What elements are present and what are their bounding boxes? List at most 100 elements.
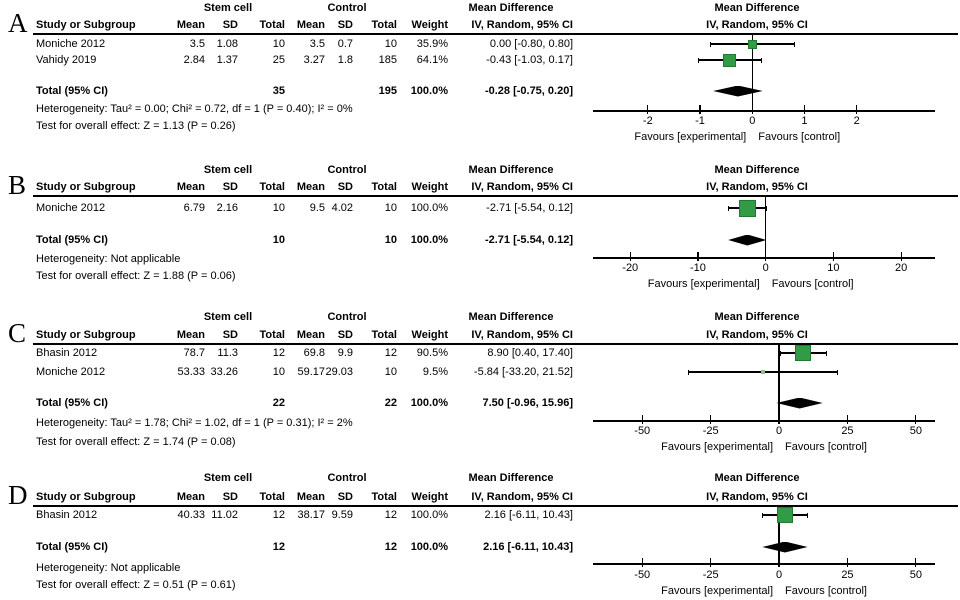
exp-mean-cell: 78.7 (183, 347, 205, 359)
exp-sd-cell: 2.16 (216, 202, 238, 214)
ci-cap-left (697, 57, 699, 63)
axis-tick (751, 105, 753, 114)
exp-total-cell: 12 (272, 347, 285, 359)
exp-mean-cell: 3.5 (189, 38, 205, 50)
axis-tick (765, 252, 767, 261)
favours-right-label: Favours [control] (785, 585, 867, 597)
column-header-total: Total (371, 329, 397, 341)
exp-sd-cell: 11.02 (211, 509, 238, 521)
study-name: Moniche 2012 (36, 366, 106, 378)
total-ctrl-total: 12 (384, 541, 397, 553)
plot-subheader: IV, Random, 95% CI (706, 491, 808, 503)
axis-tick (846, 558, 849, 567)
total-exp-total: 22 (272, 397, 285, 409)
ctrl-sd-cell: 4.02 (331, 202, 353, 214)
md-ci-cell: -0.43 [-1.03, 0.17] (486, 54, 573, 66)
axis-tick-label: -1 (695, 115, 705, 127)
ci-cap-right (837, 369, 839, 375)
group-header-experimental: Stem cell (203, 2, 253, 14)
effect-square-marker (795, 345, 812, 361)
study-name: Bhasin 2012 (36, 509, 98, 521)
axis-tick-label: 0 (775, 569, 783, 581)
header-rule (33, 195, 958, 197)
axis-tick (915, 558, 917, 567)
plot-header: Mean Difference (714, 164, 800, 176)
ctrl-sd-cell: 9.59 (331, 509, 353, 521)
heterogeneity-text: Heterogeneity: Not applicable (36, 253, 181, 265)
effect-square-marker (747, 39, 757, 49)
effect-square-marker (723, 53, 737, 67)
favours-right-label: Favours [control] (771, 278, 854, 290)
plot-subheader: IV, Random, 95% CI (706, 329, 808, 341)
heterogeneity-text: Heterogeneity: Tau² = 1.78; Chi² = 1.02,… (36, 417, 353, 429)
favours-right-label: Favours [control] (785, 441, 867, 453)
effect-square-marker (738, 199, 756, 217)
summary-diamond (728, 234, 767, 246)
ctrl-mean-cell: 69.8 (303, 347, 325, 359)
heterogeneity-text: Heterogeneity: Tau² = 0.00; Chi² = 0.72,… (36, 103, 353, 115)
ctrl-sd-cell: 1.8 (337, 54, 353, 66)
axis-tick (697, 252, 699, 261)
plot-subheader: IV, Random, 95% CI (706, 19, 808, 31)
axis-tick-label: 50 (909, 569, 922, 581)
axis-tick (647, 105, 649, 114)
total-row-label: Total (95% CI) (36, 85, 108, 97)
plot-header: Mean Difference (714, 311, 800, 323)
exp-mean-cell: 2.84 (183, 54, 205, 66)
column-header-total: Total (259, 329, 285, 341)
axis-tick-label: 1 (801, 115, 808, 127)
ctrl-total-cell: 10 (384, 38, 397, 50)
group-header-experimental: Stem cell (203, 472, 253, 484)
plot-header: Mean Difference (714, 2, 800, 14)
weight-cell: 9.5% (422, 366, 448, 378)
column-header-md-ci: IV, Random, 95% CI (471, 181, 573, 193)
total-weight: 100.0% (410, 85, 448, 97)
column-header-weight: Weight (411, 329, 448, 341)
column-header-mean: Mean (296, 19, 325, 31)
effect-square-marker (776, 507, 793, 523)
ci-cap-left (687, 369, 689, 375)
column-header-mean: Mean (176, 181, 205, 193)
plot-axis (593, 110, 935, 112)
axis-tick (710, 558, 712, 567)
ctrl-mean-cell: 59.17 (297, 366, 325, 378)
plot-header: Mean Difference (714, 472, 800, 484)
axis-tick (699, 105, 701, 114)
md-ci-cell: 8.90 [0.40, 17.40] (487, 347, 573, 359)
ctrl-total-cell: 10 (384, 366, 397, 378)
column-header-md-ci: IV, Random, 95% CI (471, 329, 573, 341)
total-md-ci: -2.71 [-5.54, 0.12] (484, 234, 573, 246)
overall-effect-text: Test for overall effect: Z = 1.88 (P = 0… (36, 270, 236, 282)
column-header-study: Study or Subgroup (36, 329, 136, 341)
panel-letter: D (8, 480, 28, 510)
axis-tick (641, 558, 643, 567)
group-header-control: Control (327, 472, 367, 484)
total-weight: 100.0% (410, 234, 448, 246)
md-column-header: Mean Difference (468, 472, 554, 484)
ci-cap-left (727, 205, 729, 211)
study-name: Vahidy 2019 (36, 54, 97, 66)
axis-tick-label: 10 (827, 262, 840, 274)
total-ctrl-total: 10 (384, 234, 397, 246)
axis-tick-label: -2 (642, 115, 653, 127)
axis-tick-label: 0 (762, 262, 769, 274)
exp-sd-cell: 1.08 (216, 38, 238, 50)
md-ci-cell: 2.16 [-6.11, 10.43] (484, 509, 573, 521)
column-header-mean: Mean (296, 491, 325, 503)
ctrl-total-cell: 10 (384, 202, 397, 214)
axis-tick (900, 252, 902, 261)
group-header-control: Control (327, 2, 367, 14)
effect-square-marker (761, 370, 766, 374)
column-header-mean: Mean (296, 181, 325, 193)
column-header-sd: SD (222, 181, 238, 193)
plot-axis (593, 420, 935, 422)
exp-total-cell: 12 (272, 509, 285, 521)
axis-tick-label: -25 (702, 425, 719, 437)
ctrl-total-cell: 12 (384, 347, 397, 359)
column-header-total: Total (371, 19, 397, 31)
ci-cap-right (760, 57, 762, 63)
md-ci-cell: -2.71 [-5.54, 0.12] (486, 202, 573, 214)
column-header-sd: SD (222, 19, 238, 31)
total-row-label: Total (95% CI) (36, 234, 108, 246)
ci-cap-left (779, 350, 781, 356)
